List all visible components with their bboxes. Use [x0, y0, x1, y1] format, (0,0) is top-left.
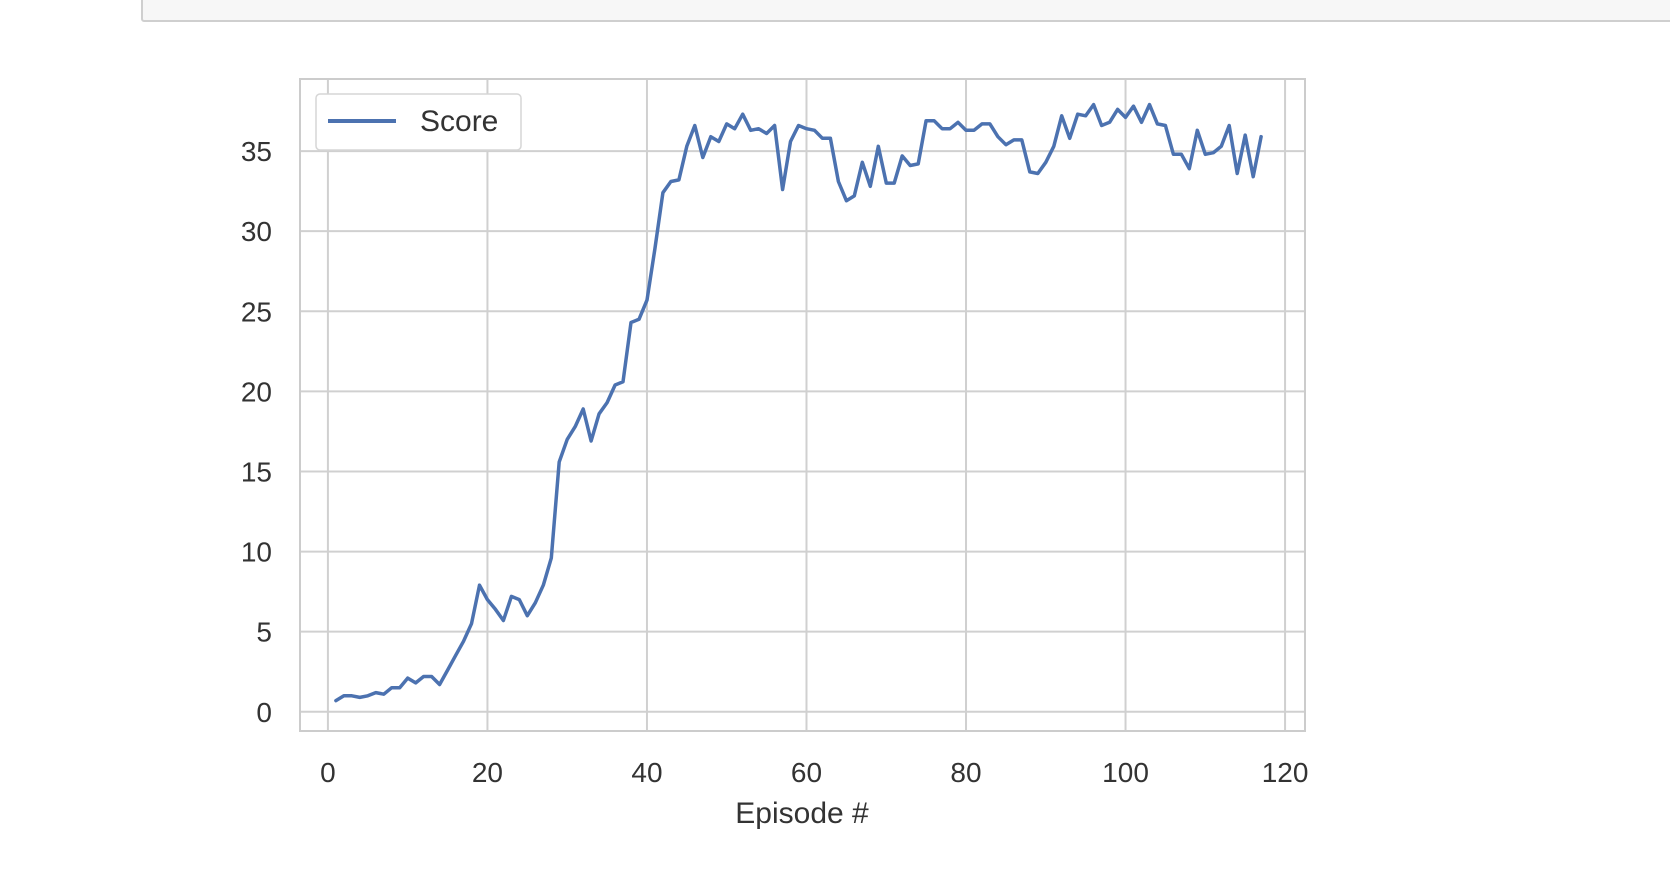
previous-cell-border — [141, 0, 1670, 22]
y-tick-label: 25 — [241, 296, 272, 327]
legend: Score — [315, 93, 522, 151]
x-axis-label: Episode # — [735, 797, 869, 830]
series-layer — [334, 102, 1263, 703]
grid-lines — [300, 79, 1305, 731]
y-tick-label: 15 — [241, 456, 272, 487]
y-tick-label: 5 — [256, 617, 272, 648]
x-tick-label: 100 — [1102, 757, 1149, 788]
x-tick-label: 60 — [791, 757, 822, 788]
legend-label-score: Score — [420, 105, 498, 138]
x-tick-label: 40 — [631, 757, 662, 788]
x-tick-label: 80 — [950, 757, 981, 788]
y-tick-label: 35 — [241, 136, 272, 167]
y-tick-label: 30 — [241, 216, 272, 247]
y-tick-labels: 0 5 10 15 20 25 30 35 — [241, 136, 272, 728]
x-tick-label: 0 — [320, 757, 336, 788]
y-tick-label: 10 — [241, 537, 272, 568]
x-tick-label: 120 — [1262, 757, 1309, 788]
series-line-score — [334, 102, 1263, 703]
y-tick-label: 20 — [241, 376, 272, 407]
y-tick-label: 0 — [256, 697, 272, 728]
legend-box — [315, 93, 522, 151]
x-tick-label: 20 — [472, 757, 503, 788]
plot-frame — [299, 78, 1306, 732]
x-tick-labels: 0 20 40 60 80 100 120 — [320, 757, 1308, 788]
